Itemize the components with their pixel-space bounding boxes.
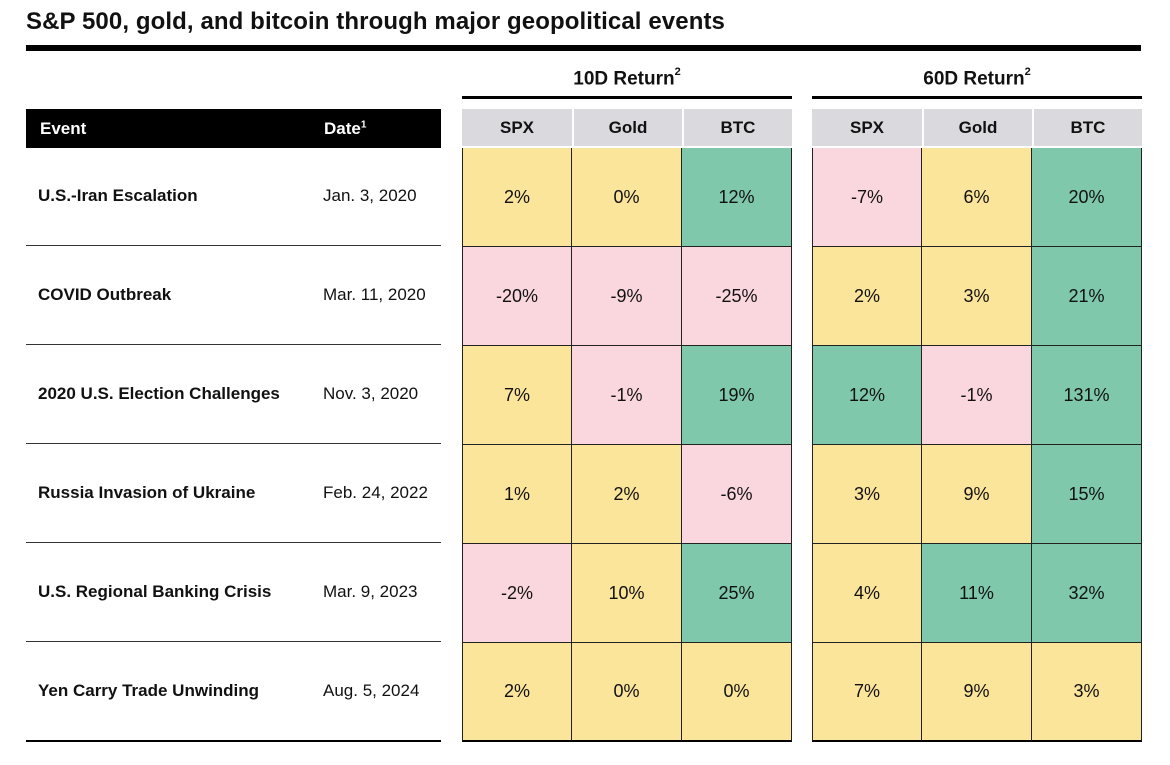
group-label-10d: 10D Return2 — [462, 66, 792, 94]
event-label: U.S. Regional Banking Crisis — [38, 582, 272, 601]
date-header: Date1 — [324, 119, 366, 139]
cell-10d-gold: 0% — [572, 148, 682, 247]
cell-10d-gold: 0% — [572, 643, 682, 742]
event-date: Jan. 3, 2020 — [323, 186, 417, 205]
group-label-10d-sup: 2 — [674, 66, 681, 78]
event-date: Mar. 11, 2020 — [323, 285, 426, 304]
cell-10d-gold: -9% — [572, 247, 682, 346]
col-header-10d-gold: Gold — [572, 109, 682, 146]
cell-10d-btc: -25% — [682, 247, 792, 346]
group-rule-10d — [462, 96, 792, 99]
group-label-60d-sup: 2 — [1024, 66, 1031, 78]
cell-60d-btc: 15% — [1032, 445, 1142, 544]
cell-10d-spx: 7% — [462, 346, 572, 445]
row-divider — [26, 641, 441, 642]
cell-10d-gold: 10% — [572, 544, 682, 643]
row-divider — [26, 245, 441, 246]
cell-60d-spx: 4% — [812, 544, 922, 643]
cell-10d-spx: 1% — [462, 445, 572, 544]
event-header: Event — [40, 119, 87, 138]
group-label-60d: 60D Return2 — [812, 66, 1142, 94]
cell-10d-btc: -6% — [682, 445, 792, 544]
cell-60d-spx: 2% — [812, 247, 922, 346]
event-date: Aug. 5, 2024 — [323, 681, 420, 700]
event-label: Russia Invasion of Ukraine — [38, 483, 256, 502]
cell-10d-gold: 2% — [572, 445, 682, 544]
cell-10d-btc: 12% — [682, 148, 792, 247]
cell-60d-gold: -1% — [922, 346, 1032, 445]
col-header-10d-spx: SPX — [462, 109, 572, 146]
col-header-60d-gold: Gold — [922, 109, 1032, 146]
row-divider — [26, 443, 441, 444]
cell-60d-btc: 3% — [1032, 643, 1142, 742]
event-date-header: Event Date1 — [26, 109, 441, 148]
group-label-60d-text: 60D Return — [923, 68, 1025, 90]
cell-60d-gold: 6% — [922, 148, 1032, 247]
title-rule — [26, 45, 1141, 51]
cell-10d-spx: 2% — [462, 148, 572, 247]
event-label: 2020 U.S. Election Challenges — [38, 384, 280, 403]
group-label-10d-text: 10D Return — [573, 68, 675, 90]
row-divider — [26, 344, 441, 345]
cell-60d-btc: 32% — [1032, 544, 1142, 643]
cell-10d-spx: 2% — [462, 643, 572, 742]
cell-60d-gold: 9% — [922, 445, 1032, 544]
cell-10d-spx: -2% — [462, 544, 572, 643]
chart-title: S&P 500, gold, and bitcoin through major… — [26, 8, 725, 35]
event-date: Nov. 3, 2020 — [323, 384, 419, 403]
col-header-60d-btc: BTC — [1032, 109, 1142, 146]
cell-60d-gold: 3% — [922, 247, 1032, 346]
cell-10d-spx: -20% — [462, 247, 572, 346]
cell-60d-btc: 21% — [1032, 247, 1142, 346]
group-rule-60d — [812, 96, 1142, 99]
event-label: Yen Carry Trade Unwinding — [38, 681, 260, 700]
col-header-10d-btc: BTC — [682, 109, 792, 146]
cell-10d-btc: 0% — [682, 643, 792, 742]
cell-10d-btc: 25% — [682, 544, 792, 643]
cell-60d-spx: 12% — [812, 346, 922, 445]
event-date: Mar. 9, 2023 — [323, 582, 418, 601]
cell-60d-gold: 9% — [922, 643, 1032, 742]
date-header-sup: 1 — [360, 119, 367, 131]
col-header-60d-spx: SPX — [812, 109, 922, 146]
cell-60d-btc: 131% — [1032, 346, 1142, 445]
event-label: U.S.-Iran Escalation — [38, 186, 198, 205]
date-header-text: Date — [324, 119, 361, 138]
cell-60d-spx: 7% — [812, 643, 922, 742]
cell-60d-spx: -7% — [812, 148, 922, 247]
row-divider — [26, 542, 441, 543]
event-label: COVID Outbreak — [38, 285, 172, 304]
cell-60d-spx: 3% — [812, 445, 922, 544]
cell-60d-btc: 20% — [1032, 148, 1142, 247]
row-divider — [26, 740, 441, 742]
cell-10d-gold: -1% — [572, 346, 682, 445]
cell-10d-btc: 19% — [682, 346, 792, 445]
event-date: Feb. 24, 2022 — [323, 483, 428, 502]
cell-60d-gold: 11% — [922, 544, 1032, 643]
